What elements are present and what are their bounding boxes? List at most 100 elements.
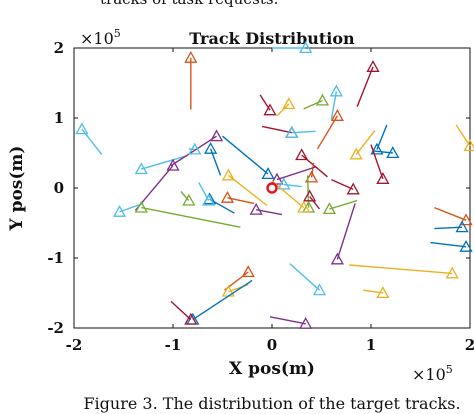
y-axis-label: Y pos(m) xyxy=(7,146,27,232)
track xyxy=(271,180,311,213)
track-start-marker xyxy=(346,182,360,195)
track xyxy=(198,182,216,206)
track xyxy=(180,191,196,206)
track xyxy=(184,50,198,110)
axis-ticks xyxy=(73,47,471,329)
track-line xyxy=(141,155,188,170)
figure-caption: Figure 3. The distribution of the target… xyxy=(83,394,460,413)
track xyxy=(270,166,316,185)
x-tick-label: -2 xyxy=(66,336,83,354)
track-line xyxy=(455,124,471,147)
track-start-marker xyxy=(220,190,235,203)
track-line xyxy=(329,199,358,210)
track-start-marker xyxy=(249,202,263,215)
track-start-marker xyxy=(297,200,311,213)
track-line xyxy=(289,263,320,291)
track xyxy=(272,41,313,54)
track-start-marker xyxy=(241,265,255,278)
track-start-marker xyxy=(270,172,284,185)
track-start-marker xyxy=(75,122,89,135)
track xyxy=(222,135,275,180)
track-start-marker xyxy=(366,60,380,72)
track-line xyxy=(434,226,463,230)
chart-title: Track Distribution xyxy=(189,29,355,48)
y-tick-label: -1 xyxy=(47,249,64,267)
track-line xyxy=(370,144,384,180)
track xyxy=(316,109,344,150)
track xyxy=(322,199,358,215)
track-line xyxy=(141,206,241,228)
track-line xyxy=(376,124,388,150)
track xyxy=(434,220,469,233)
track xyxy=(349,130,376,160)
top-cropped-text: tracks of task requests. xyxy=(100,0,278,8)
x-multiplier-exp: 5 xyxy=(446,363,453,376)
track-start-marker xyxy=(329,84,343,97)
track-start-marker xyxy=(376,172,390,184)
y-tick-label: 1 xyxy=(54,109,64,127)
x-multiplier: ×105 xyxy=(412,363,453,384)
track xyxy=(330,203,356,265)
track-start-marker xyxy=(459,239,473,252)
track-line xyxy=(336,203,356,260)
track-start-marker xyxy=(455,220,469,233)
track-line xyxy=(331,178,354,191)
x-axis-label: X pos(m) xyxy=(229,359,315,379)
track-line xyxy=(430,241,467,248)
track xyxy=(434,206,473,226)
y-tick-labels: -2 -1 0 1 2 xyxy=(47,39,64,337)
track-start-marker xyxy=(330,109,344,121)
track xyxy=(370,124,388,155)
track-start-marker xyxy=(445,266,459,279)
track-start-marker xyxy=(315,93,330,106)
track xyxy=(75,122,103,155)
origin-marker xyxy=(266,182,278,194)
track-start-marker xyxy=(112,204,127,217)
track xyxy=(295,148,328,178)
track-start-marker xyxy=(277,177,291,190)
plot-frame xyxy=(73,47,471,329)
track-start-marker xyxy=(299,41,313,54)
track-line xyxy=(170,300,192,321)
track-start-marker xyxy=(349,147,363,160)
track-start-marker xyxy=(182,193,196,206)
track-line xyxy=(291,130,316,134)
track-start-marker xyxy=(134,200,148,213)
track xyxy=(188,142,202,155)
track-start-marker xyxy=(184,50,198,63)
track-line xyxy=(180,191,190,202)
track-start-marker xyxy=(261,167,275,180)
track-start-marker xyxy=(263,103,277,116)
y-tick-label: 0 xyxy=(54,179,64,197)
track-line xyxy=(222,135,269,175)
track-line xyxy=(316,115,338,150)
track-start-marker xyxy=(299,316,313,329)
track-start-marker xyxy=(330,252,344,265)
track-line xyxy=(271,180,305,209)
track xyxy=(221,168,268,207)
track-start-marker xyxy=(134,162,148,175)
track-start-marker xyxy=(285,125,299,138)
x-tick-label: 2 xyxy=(465,336,474,354)
origin-layer xyxy=(266,182,278,194)
track-line xyxy=(309,195,321,210)
track-line xyxy=(276,103,290,117)
y-tick-label: 2 xyxy=(54,39,64,57)
track xyxy=(259,94,277,116)
track-line xyxy=(227,197,255,205)
track xyxy=(186,279,253,325)
y-tick-label: -2 xyxy=(47,319,64,337)
x-tick-label: -1 xyxy=(165,336,182,354)
track xyxy=(303,93,330,110)
track xyxy=(455,124,474,152)
track xyxy=(134,200,241,228)
track-line xyxy=(192,279,253,321)
track xyxy=(204,141,222,176)
track-start-marker xyxy=(166,158,180,171)
track xyxy=(249,202,283,216)
track-line xyxy=(301,154,328,178)
track-start-marker xyxy=(184,312,198,325)
track xyxy=(362,286,390,299)
track-start-marker xyxy=(204,141,218,154)
